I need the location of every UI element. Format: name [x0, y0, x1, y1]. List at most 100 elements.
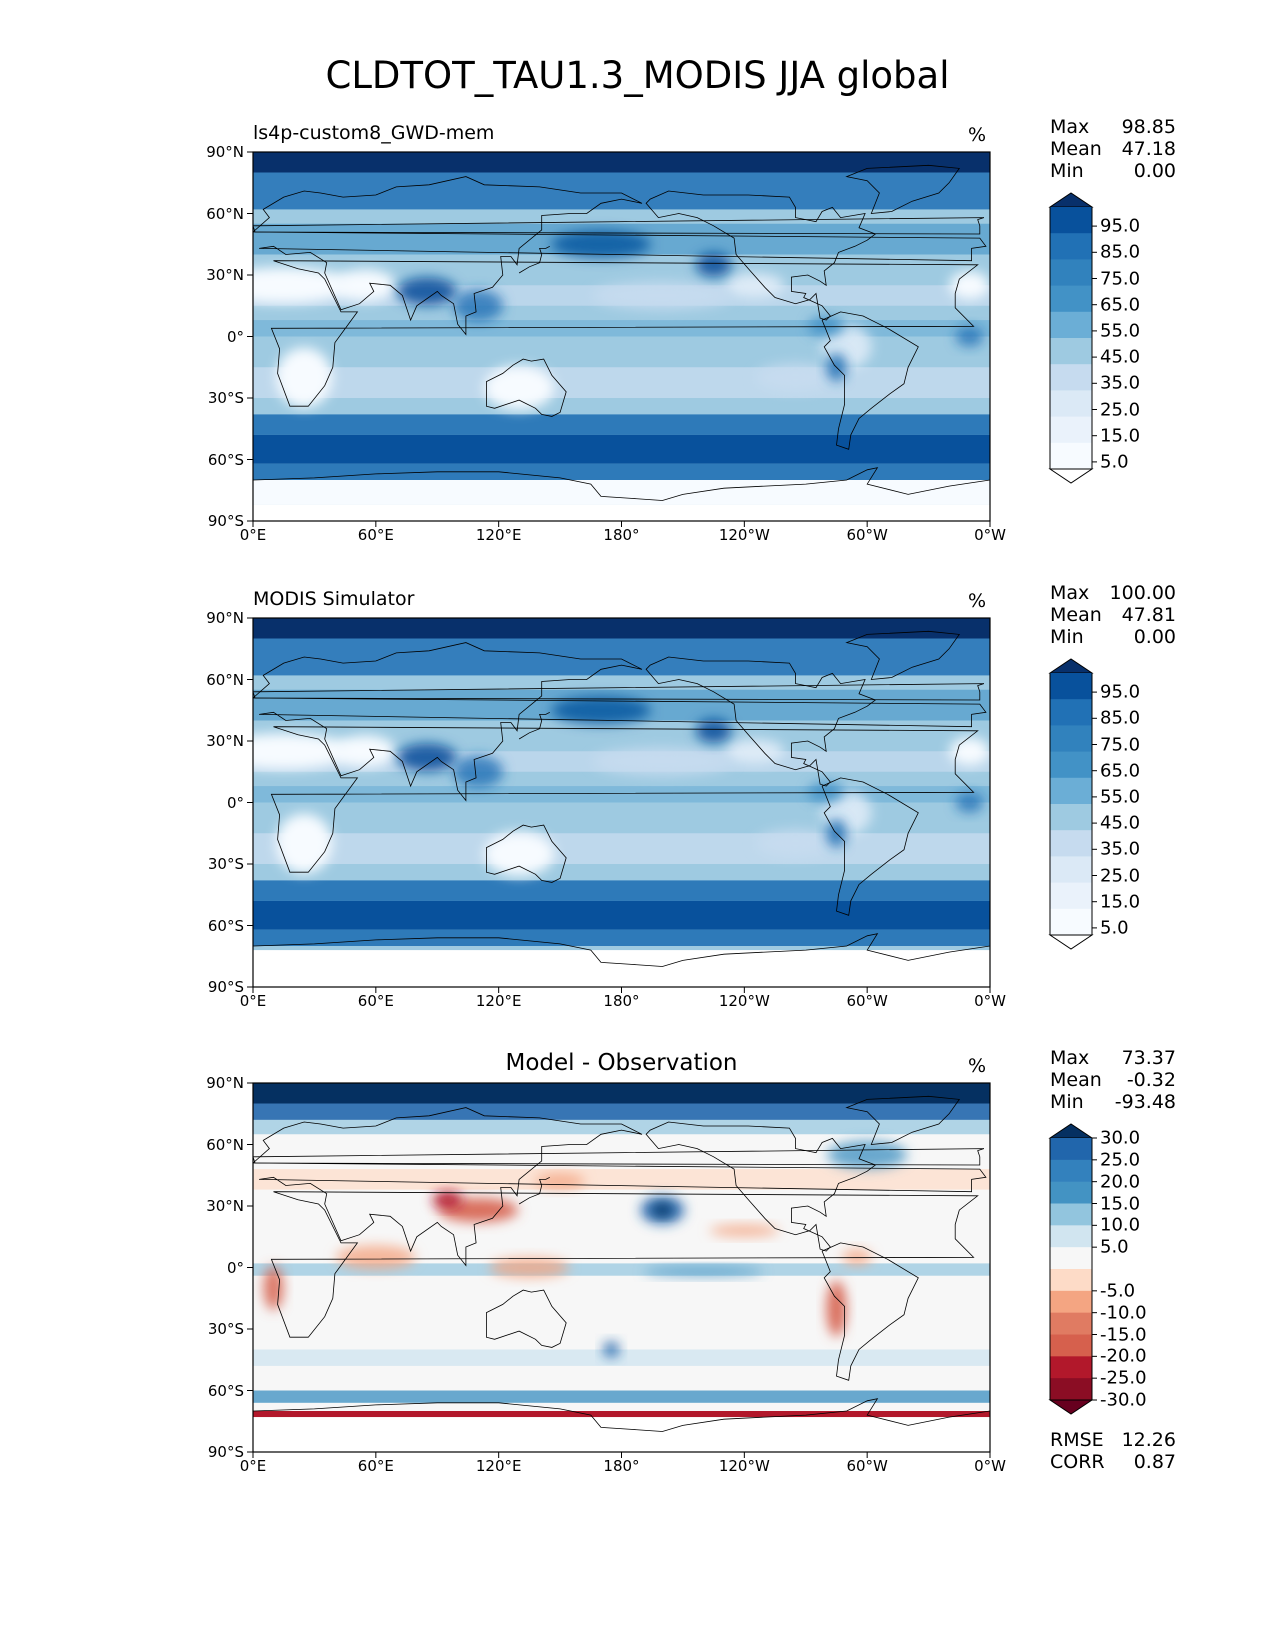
- x-tick-label: 120°E: [475, 1457, 522, 1475]
- x-tick-label: 0°E: [239, 526, 267, 544]
- x-tick-label: 180°: [603, 526, 640, 544]
- colorbar-tick-label: 15.0: [1100, 891, 1141, 913]
- africa-outline: [270, 1191, 979, 1338]
- great-britain-outline: [253, 683, 985, 701]
- corr-label: CORR: [1050, 1451, 1105, 1473]
- y-tick-label: 90°N: [206, 1074, 244, 1092]
- colorbar-segment: [1050, 364, 1092, 391]
- colorbar-segment: [1050, 1225, 1092, 1248]
- colorbar-extend-min: [1048, 1399, 1094, 1415]
- colorbar-segment: [1050, 830, 1092, 857]
- colorbar-frame: [1049, 207, 1093, 469]
- colorbar-segment: [1050, 233, 1092, 260]
- colorbar: [1048, 1123, 1097, 1415]
- colorbar-segment: [1050, 1203, 1092, 1226]
- y-tick-label: 90°S: [207, 978, 244, 996]
- y-tick-label: 60°S: [207, 1381, 244, 1400]
- colorbar-tick-label: 65.0: [1100, 760, 1141, 782]
- south-america-outline: [821, 1242, 919, 1381]
- colorbar-tick-label: 55.0: [1100, 320, 1141, 342]
- y-tick-label: 30°N: [206, 732, 244, 750]
- colorbar-tick-label: 55.0: [1100, 786, 1141, 808]
- colorbar-segment: [1050, 338, 1092, 365]
- min-value: 0.00: [1133, 626, 1176, 648]
- x-tick-label: 0°E: [239, 1457, 267, 1475]
- colorbar-tick-label: 45.0: [1100, 812, 1141, 834]
- colorbar-segment: [1050, 259, 1092, 287]
- japan-outline: [518, 711, 550, 740]
- colorbar-segment: [1050, 699, 1092, 726]
- mean-value: 47.18: [1121, 138, 1176, 160]
- colorbar-segment: [1050, 1159, 1092, 1183]
- x-tick-label: 0°W: [974, 526, 1006, 544]
- y-tick-label: 60°N: [206, 204, 244, 223]
- x-tick-label: 120°W: [718, 526, 770, 544]
- eurasia-outline: [253, 1107, 987, 1267]
- colorbar-tick-label: 25.0: [1100, 399, 1141, 420]
- y-tick-label: 90°N: [206, 143, 244, 161]
- min-value: 0.00: [1133, 160, 1176, 182]
- colorbar-tick-label: 95.0: [1100, 215, 1141, 237]
- metrics-block: RMSE 12.26 CORR 0.87: [1050, 1429, 1176, 1473]
- max-label: Max: [1050, 1047, 1090, 1069]
- colorbar-segment: [1050, 725, 1092, 753]
- corr-value: 0.87: [1133, 1451, 1176, 1473]
- colorbar-segment: [1050, 1356, 1092, 1379]
- colorbar-segment: [1050, 777, 1092, 805]
- north-america-outline: [645, 1121, 877, 1252]
- south-america-outline: [821, 777, 919, 916]
- colorbar-segment: [1050, 1378, 1092, 1401]
- colorbar-tick-label: 75.0: [1100, 268, 1141, 289]
- rmse-label: RMSE: [1050, 1429, 1104, 1451]
- panel-title: ls4p-custom8_GWD-mem: [253, 122, 495, 144]
- colorbar-segment: [1050, 1247, 1092, 1270]
- y-tick-label: 30°S: [207, 855, 244, 873]
- min-label: Min: [1050, 160, 1084, 182]
- colorbar-segment: [1050, 882, 1092, 910]
- x-tick-label: 60°W: [846, 992, 888, 1010]
- colorbar-extend-min: [1048, 934, 1094, 950]
- min-label: Min: [1050, 626, 1084, 648]
- x-tick-label: 60°W: [846, 1457, 888, 1475]
- colorbar-extend-max: [1048, 1123, 1094, 1139]
- y-tick-label: 90°N: [206, 609, 244, 627]
- colorbar-segment: [1050, 207, 1092, 234]
- panel-title: Model - Observation: [505, 1050, 738, 1076]
- stats-block: Max 73.37 Mean -0.32 Min -93.48: [1050, 1047, 1176, 1113]
- colorbar-extend-max: [1048, 658, 1094, 674]
- y-tick-label: 60°N: [206, 670, 244, 689]
- min-value: -93.48: [1114, 1091, 1176, 1113]
- colorbar-segment: [1050, 311, 1092, 339]
- colorbar-tick-label: 25.0: [1100, 865, 1141, 886]
- north-america-outline: [645, 190, 877, 321]
- africa-outline: [270, 726, 979, 873]
- colorbar-segment: [1050, 856, 1092, 884]
- colorbar-tick-label: 25.0: [1100, 1149, 1141, 1171]
- figure-title: CLDTOT_TAU1.3_MODIS JJA global: [325, 54, 950, 97]
- x-tick-label: 120°E: [475, 992, 522, 1010]
- greenland-outline: [845, 1095, 961, 1145]
- colorbar-tick-label: 5.0: [1100, 451, 1129, 473]
- max-label: Max: [1050, 582, 1090, 604]
- mean-value: -0.32: [1126, 1069, 1176, 1091]
- x-tick-label: 60°W: [846, 526, 888, 544]
- colorbar-tick-label: 10.0: [1100, 1214, 1141, 1236]
- colorbar-segment: [1050, 390, 1092, 418]
- great-britain-outline: [253, 217, 985, 235]
- colorbar-tick-label: -15.0: [1100, 1324, 1147, 1345]
- y-tick-label: 90°S: [207, 512, 244, 530]
- colorbar-tick-label: 85.0: [1100, 241, 1141, 263]
- colorbar-extend-max: [1048, 192, 1094, 208]
- map-plot: [247, 151, 991, 527]
- colorbar-tick-label: 35.0: [1100, 838, 1141, 860]
- japan-outline: [518, 245, 550, 274]
- x-tick-label: 0°W: [974, 992, 1006, 1010]
- mean-label: Mean: [1050, 1069, 1102, 1091]
- mean-value: 47.81: [1121, 604, 1176, 626]
- units-label: %: [968, 124, 987, 146]
- colorbar-tick-label: 35.0: [1100, 372, 1141, 394]
- eurasia-outline: [253, 642, 987, 802]
- y-tick-label: 90°S: [207, 1443, 244, 1461]
- greenland-outline: [845, 630, 961, 680]
- x-tick-label: 60°E: [357, 992, 394, 1010]
